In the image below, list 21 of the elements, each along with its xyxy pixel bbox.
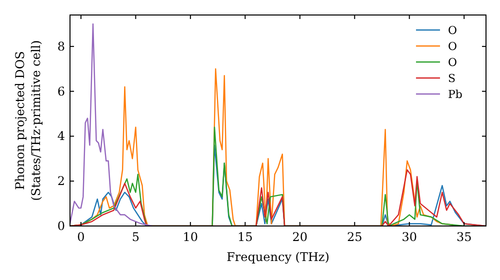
y-tick-label: 8 [57,39,65,54]
y-tick-label: 6 [57,84,65,98]
legend-label: S [448,72,456,85]
legend-label: O [448,56,458,69]
y-axis-title: Phonon projected DOS (States/THz·primitive cell) [13,40,43,201]
y-tick-label: 4 [57,129,66,144]
line-series [70,23,153,226]
x-tick-label: 10 [182,230,198,244]
x-tick-label: 0 [77,230,85,244]
x-tick-label: 20 [292,230,308,244]
x-tick-label: 15 [238,230,253,244]
legend-label: O [448,40,458,53]
x-tick-label: 35 [456,230,472,244]
legend-label: O [448,24,458,37]
x-tick-label: 30 [402,230,418,244]
x-tick-label: 25 [346,230,362,244]
x-tick-label: 5 [132,230,140,244]
x-axis-title: Frequency (THz) [226,250,330,264]
y-tick-label: 0 [57,219,65,233]
y-tick-label: 2 [57,174,65,188]
legend-label: Pb [448,88,462,101]
